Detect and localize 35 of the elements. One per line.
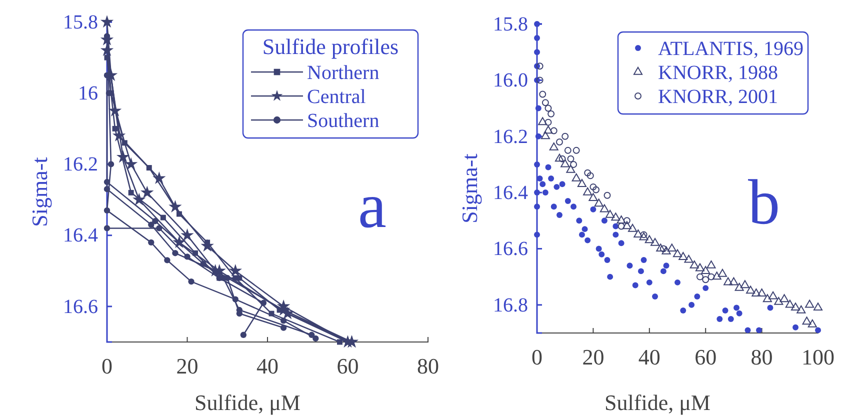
y-tick-label: 16.4 bbox=[63, 224, 98, 247]
y-tick-label: 16.4 bbox=[493, 182, 528, 204]
annotation: a bbox=[358, 170, 386, 241]
legend-title: Sulfide profiles bbox=[262, 34, 399, 59]
y-tick-label: 16.6 bbox=[493, 238, 528, 260]
x-tick-label: 40 bbox=[256, 354, 278, 379]
x-axis-title: Sulfide, μM bbox=[194, 390, 300, 415]
legend-label: KNORR, 1988 bbox=[658, 62, 778, 84]
legend-label: Central bbox=[307, 86, 366, 108]
x-tick-label: 20 bbox=[176, 354, 198, 379]
y-tick-label: 16.6 bbox=[63, 296, 98, 318]
x-tick-label: 80 bbox=[750, 344, 773, 370]
x-tick-label: 0 bbox=[102, 354, 112, 379]
x-tick-label: 80 bbox=[417, 354, 439, 379]
y-tick-label: 16.8 bbox=[493, 294, 528, 316]
x-tick-label: 0 bbox=[532, 344, 542, 370]
x-tick-label: 40 bbox=[638, 344, 660, 370]
legend-label: Southern bbox=[307, 110, 380, 132]
y-tick-label: 16.2 bbox=[63, 154, 98, 176]
annotation: b bbox=[748, 166, 780, 238]
y-tick-label: 16.0 bbox=[493, 70, 528, 92]
x-tick-label: 100 bbox=[802, 344, 834, 370]
x-tick-label: 60 bbox=[694, 344, 717, 370]
y-tick-label: 16 bbox=[78, 82, 98, 105]
y-axis-title: Sigma-t bbox=[457, 154, 482, 224]
y-tick-label: 16.2 bbox=[493, 126, 528, 148]
x-tick-label: 60 bbox=[336, 354, 359, 379]
y-axis-title: Sigma-t bbox=[27, 157, 52, 227]
legend-label: KNORR, 2001 bbox=[658, 86, 778, 108]
x-axis-title: Sulfide, μM bbox=[604, 390, 710, 415]
y-tick-label: 15.8 bbox=[493, 13, 528, 36]
y-tick-label: 15.8 bbox=[63, 11, 98, 34]
legend-label: Northern bbox=[307, 62, 380, 84]
legend-label: ATLANTIS, 1969 bbox=[658, 38, 804, 60]
x-tick-label: 20 bbox=[582, 344, 604, 370]
